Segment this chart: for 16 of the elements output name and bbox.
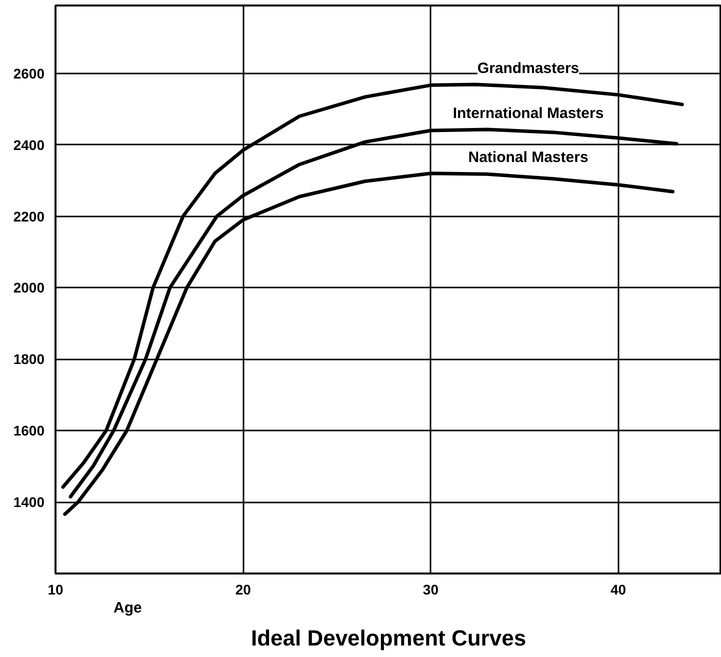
series-label: Grandmasters [477, 60, 580, 77]
series-label: National Masters [468, 148, 588, 166]
y-tick-label: 1400 [13, 494, 45, 510]
x-tick-label: 30 [422, 582, 439, 598]
y-tick-label: 2000 [13, 280, 45, 296]
x-tick-label: 10 [48, 582, 64, 598]
y-tick-label: 2200 [13, 208, 45, 224]
y-tick-label: 2400 [13, 136, 45, 153]
y-tick-label: 1600 [13, 422, 45, 439]
x-tick-label: 20 [235, 582, 252, 598]
x-tick-label: 40 [610, 582, 626, 598]
x-axis-title: Age [114, 600, 142, 616]
y-tick-label: 2600 [13, 65, 45, 82]
y-tick-label: 1800 [13, 351, 45, 368]
series-label: International Masters [452, 104, 604, 122]
text: Ideal Development Curves [250, 626, 526, 650]
